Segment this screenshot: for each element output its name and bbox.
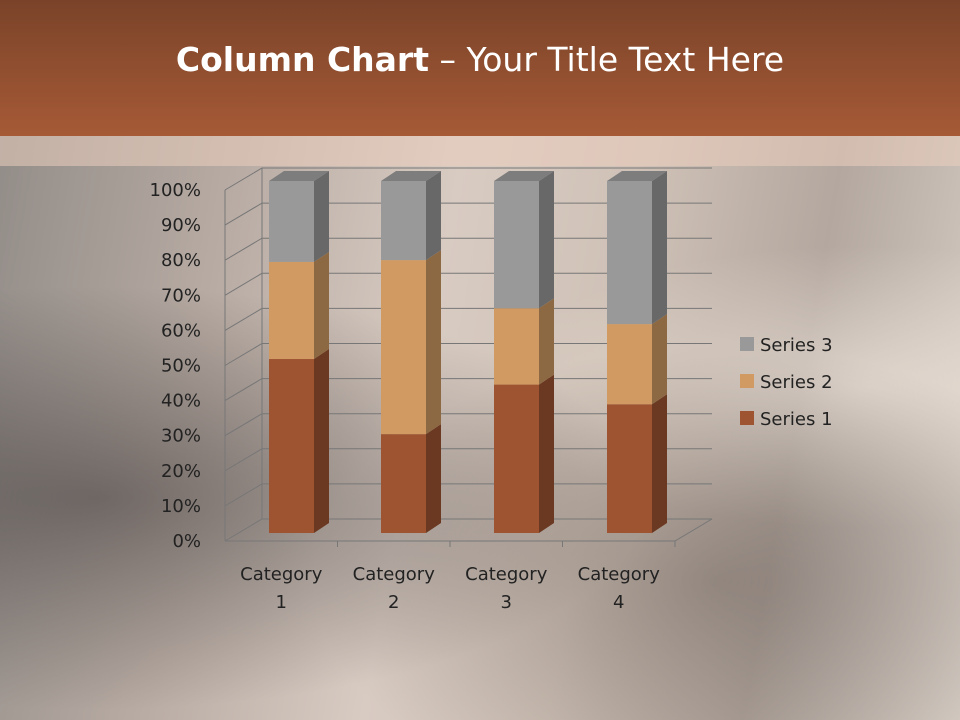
legend-swatch xyxy=(740,411,754,425)
bar-series-2 xyxy=(494,308,539,385)
bar-side xyxy=(652,171,667,325)
bar-side xyxy=(314,251,329,360)
bar-side xyxy=(539,298,554,385)
bar-top xyxy=(494,171,554,181)
bar-side xyxy=(426,424,441,533)
x-tick-label: Category xyxy=(353,564,436,585)
x-tick-label: 3 xyxy=(501,592,512,613)
legend-label: Series 2 xyxy=(760,372,833,393)
x-tick-label: 1 xyxy=(276,592,287,613)
x-tick-label: Category xyxy=(465,564,548,585)
bar-series-1 xyxy=(494,384,539,533)
legend-swatch xyxy=(740,374,754,388)
y-tick-label: 10% xyxy=(161,496,201,517)
bar-series-3 xyxy=(381,181,426,261)
y-tick-label: 70% xyxy=(161,285,201,306)
bar-side xyxy=(539,171,554,309)
x-tick-label: 2 xyxy=(388,592,399,613)
legend-label: Series 3 xyxy=(760,335,833,356)
y-tick-label: 50% xyxy=(161,356,201,377)
bar-series-1 xyxy=(607,404,652,533)
bar-side xyxy=(314,349,329,533)
title-rest: – Your Title Text Here xyxy=(428,40,785,79)
y-tick-label: 100% xyxy=(150,180,201,201)
y-tick-label: 40% xyxy=(161,391,201,412)
bar-side xyxy=(652,394,667,533)
bar-top xyxy=(381,171,441,181)
bar-side xyxy=(539,374,554,533)
bar-series-3 xyxy=(607,181,652,325)
title-bold: Column Chart xyxy=(175,40,429,79)
slide-title: Column Chart – Your Title Text Here xyxy=(0,40,960,79)
title-bar xyxy=(0,0,960,136)
background-photo xyxy=(0,165,960,720)
bar-side xyxy=(314,171,329,262)
bar-side xyxy=(652,314,667,405)
bar-top xyxy=(607,171,667,181)
bar-series-2 xyxy=(269,261,314,360)
y-tick-label: 30% xyxy=(161,426,201,447)
y-tick-label: 20% xyxy=(161,461,201,482)
x-tick-label: Category xyxy=(578,564,661,585)
x-tick-label: 4 xyxy=(613,592,624,613)
bar-series-1 xyxy=(381,434,426,533)
x-tick-label: Category xyxy=(240,564,323,585)
bar-top xyxy=(269,171,329,181)
bar-series-2 xyxy=(381,260,426,435)
legend-swatch xyxy=(740,337,754,351)
title-strip xyxy=(0,136,960,166)
y-tick-label: 80% xyxy=(161,250,201,271)
bar-series-3 xyxy=(494,181,539,309)
bar-series-3 xyxy=(269,181,314,262)
y-tick-label: 0% xyxy=(172,531,201,552)
bar-side xyxy=(426,250,441,435)
y-tick-label: 90% xyxy=(161,215,201,236)
bar-side xyxy=(426,171,441,261)
bar-series-1 xyxy=(269,359,314,533)
bar-series-2 xyxy=(607,324,652,405)
y-tick-label: 60% xyxy=(161,320,201,341)
legend-label: Series 1 xyxy=(760,409,833,430)
